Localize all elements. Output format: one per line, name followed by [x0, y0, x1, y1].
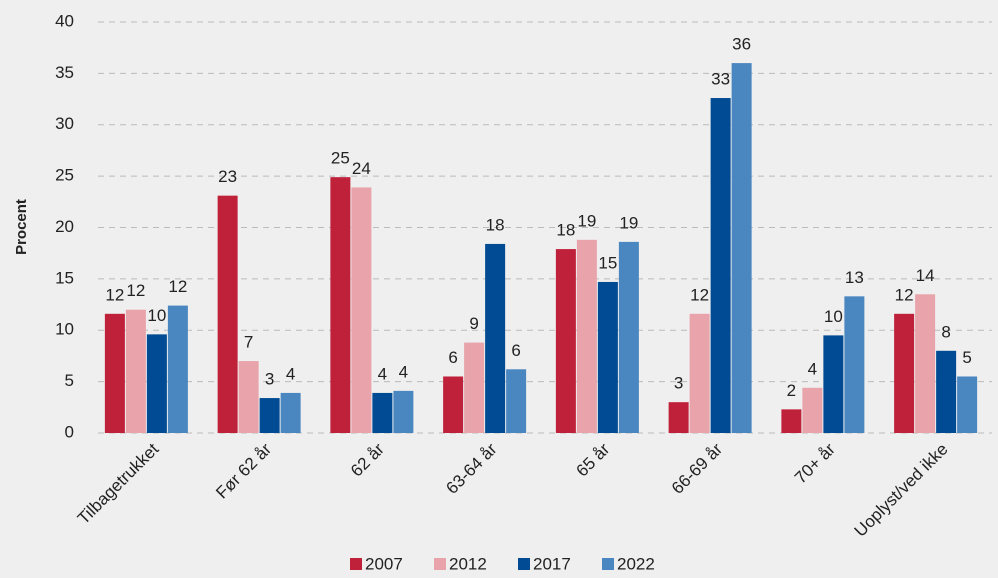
bar — [259, 398, 280, 433]
bar — [597, 281, 618, 433]
y-tick-label: 5 — [65, 371, 74, 390]
bar — [555, 249, 576, 433]
data-label: 14 — [916, 266, 935, 285]
data-label: 18 — [486, 215, 505, 234]
data-label: 33 — [711, 70, 730, 89]
bar — [330, 177, 351, 433]
data-label: 36 — [732, 35, 751, 54]
data-label: 2 — [787, 381, 796, 400]
bar — [280, 392, 301, 433]
legend-label: 2017 — [533, 554, 571, 573]
legend-label: 2022 — [617, 554, 655, 573]
bar — [464, 342, 485, 433]
data-label: 5 — [962, 348, 971, 367]
y-tick-label: 0 — [65, 422, 74, 441]
data-label: 24 — [352, 159, 371, 178]
data-label: 12 — [895, 285, 914, 304]
bar — [125, 309, 146, 433]
bar — [576, 239, 597, 433]
data-label: 10 — [147, 306, 166, 325]
y-tick-label: 30 — [55, 114, 74, 133]
bar — [104, 313, 125, 433]
bar — [731, 63, 752, 433]
data-label: 18 — [556, 221, 575, 240]
y-tick-label: 35 — [55, 63, 74, 82]
x-tick-label: 66-69 år — [668, 439, 726, 497]
data-label: 19 — [619, 213, 638, 232]
data-label: 12 — [168, 277, 187, 296]
bar — [238, 361, 259, 433]
bar — [802, 387, 823, 433]
bar — [710, 98, 731, 433]
data-label: 12 — [690, 285, 709, 304]
bar — [689, 313, 710, 433]
data-label: 4 — [399, 362, 408, 381]
bar — [443, 376, 464, 433]
data-label: 8 — [941, 322, 950, 341]
x-tick-label: Tilbagetrukket — [74, 439, 163, 528]
data-label: 15 — [598, 253, 617, 272]
bar — [936, 350, 957, 433]
data-label: 23 — [218, 167, 237, 186]
data-label: 6 — [511, 341, 520, 360]
data-label: 7 — [244, 333, 253, 352]
legend-label: 2012 — [449, 554, 487, 573]
data-label: 3 — [674, 374, 683, 393]
bar — [351, 187, 372, 433]
bar — [823, 335, 844, 433]
bar — [167, 305, 188, 433]
bar — [217, 195, 238, 433]
data-label: 4 — [378, 364, 387, 383]
data-label: 13 — [845, 268, 864, 287]
data-label: 9 — [469, 314, 478, 333]
data-label: 12 — [126, 281, 145, 300]
x-tick-label: Før 62 år — [212, 439, 275, 502]
bar — [894, 313, 915, 433]
data-label: 4 — [286, 364, 295, 383]
legend-label: 2007 — [365, 554, 403, 573]
data-label: 4 — [808, 359, 817, 378]
bar — [915, 294, 936, 433]
data-label: 10 — [824, 307, 843, 326]
data-label: 3 — [265, 370, 274, 389]
legend-swatch — [518, 558, 530, 570]
x-tick-label: 63-64 år — [442, 439, 500, 497]
bar — [485, 243, 506, 433]
legend-swatch — [350, 558, 362, 570]
bar — [618, 241, 639, 433]
x-tick-label: 70+ år — [791, 439, 839, 487]
x-tick-label: 62 år — [347, 439, 388, 480]
bar — [844, 296, 865, 433]
data-label: 25 — [331, 149, 350, 168]
data-label: 19 — [577, 211, 596, 230]
y-tick-label: 15 — [55, 268, 74, 287]
bar — [668, 402, 689, 433]
x-tick-label: Uoplyst/ved ikke — [851, 440, 952, 541]
bar — [393, 390, 414, 433]
y-axis-label: Procent — [13, 199, 30, 255]
bar — [372, 392, 393, 433]
y-tick-label: 10 — [55, 320, 74, 339]
bar — [506, 369, 527, 433]
y-tick-label: 40 — [55, 11, 74, 30]
legend-swatch — [602, 558, 614, 570]
bar — [146, 334, 167, 433]
data-label: 6 — [448, 348, 457, 367]
y-tick-label: 20 — [55, 217, 74, 236]
bar — [957, 376, 978, 433]
legend-swatch — [434, 558, 446, 570]
y-tick-label: 25 — [55, 166, 74, 185]
bar — [781, 409, 802, 433]
x-tick-label: 65 år — [573, 439, 614, 480]
data-label: 12 — [105, 285, 124, 304]
